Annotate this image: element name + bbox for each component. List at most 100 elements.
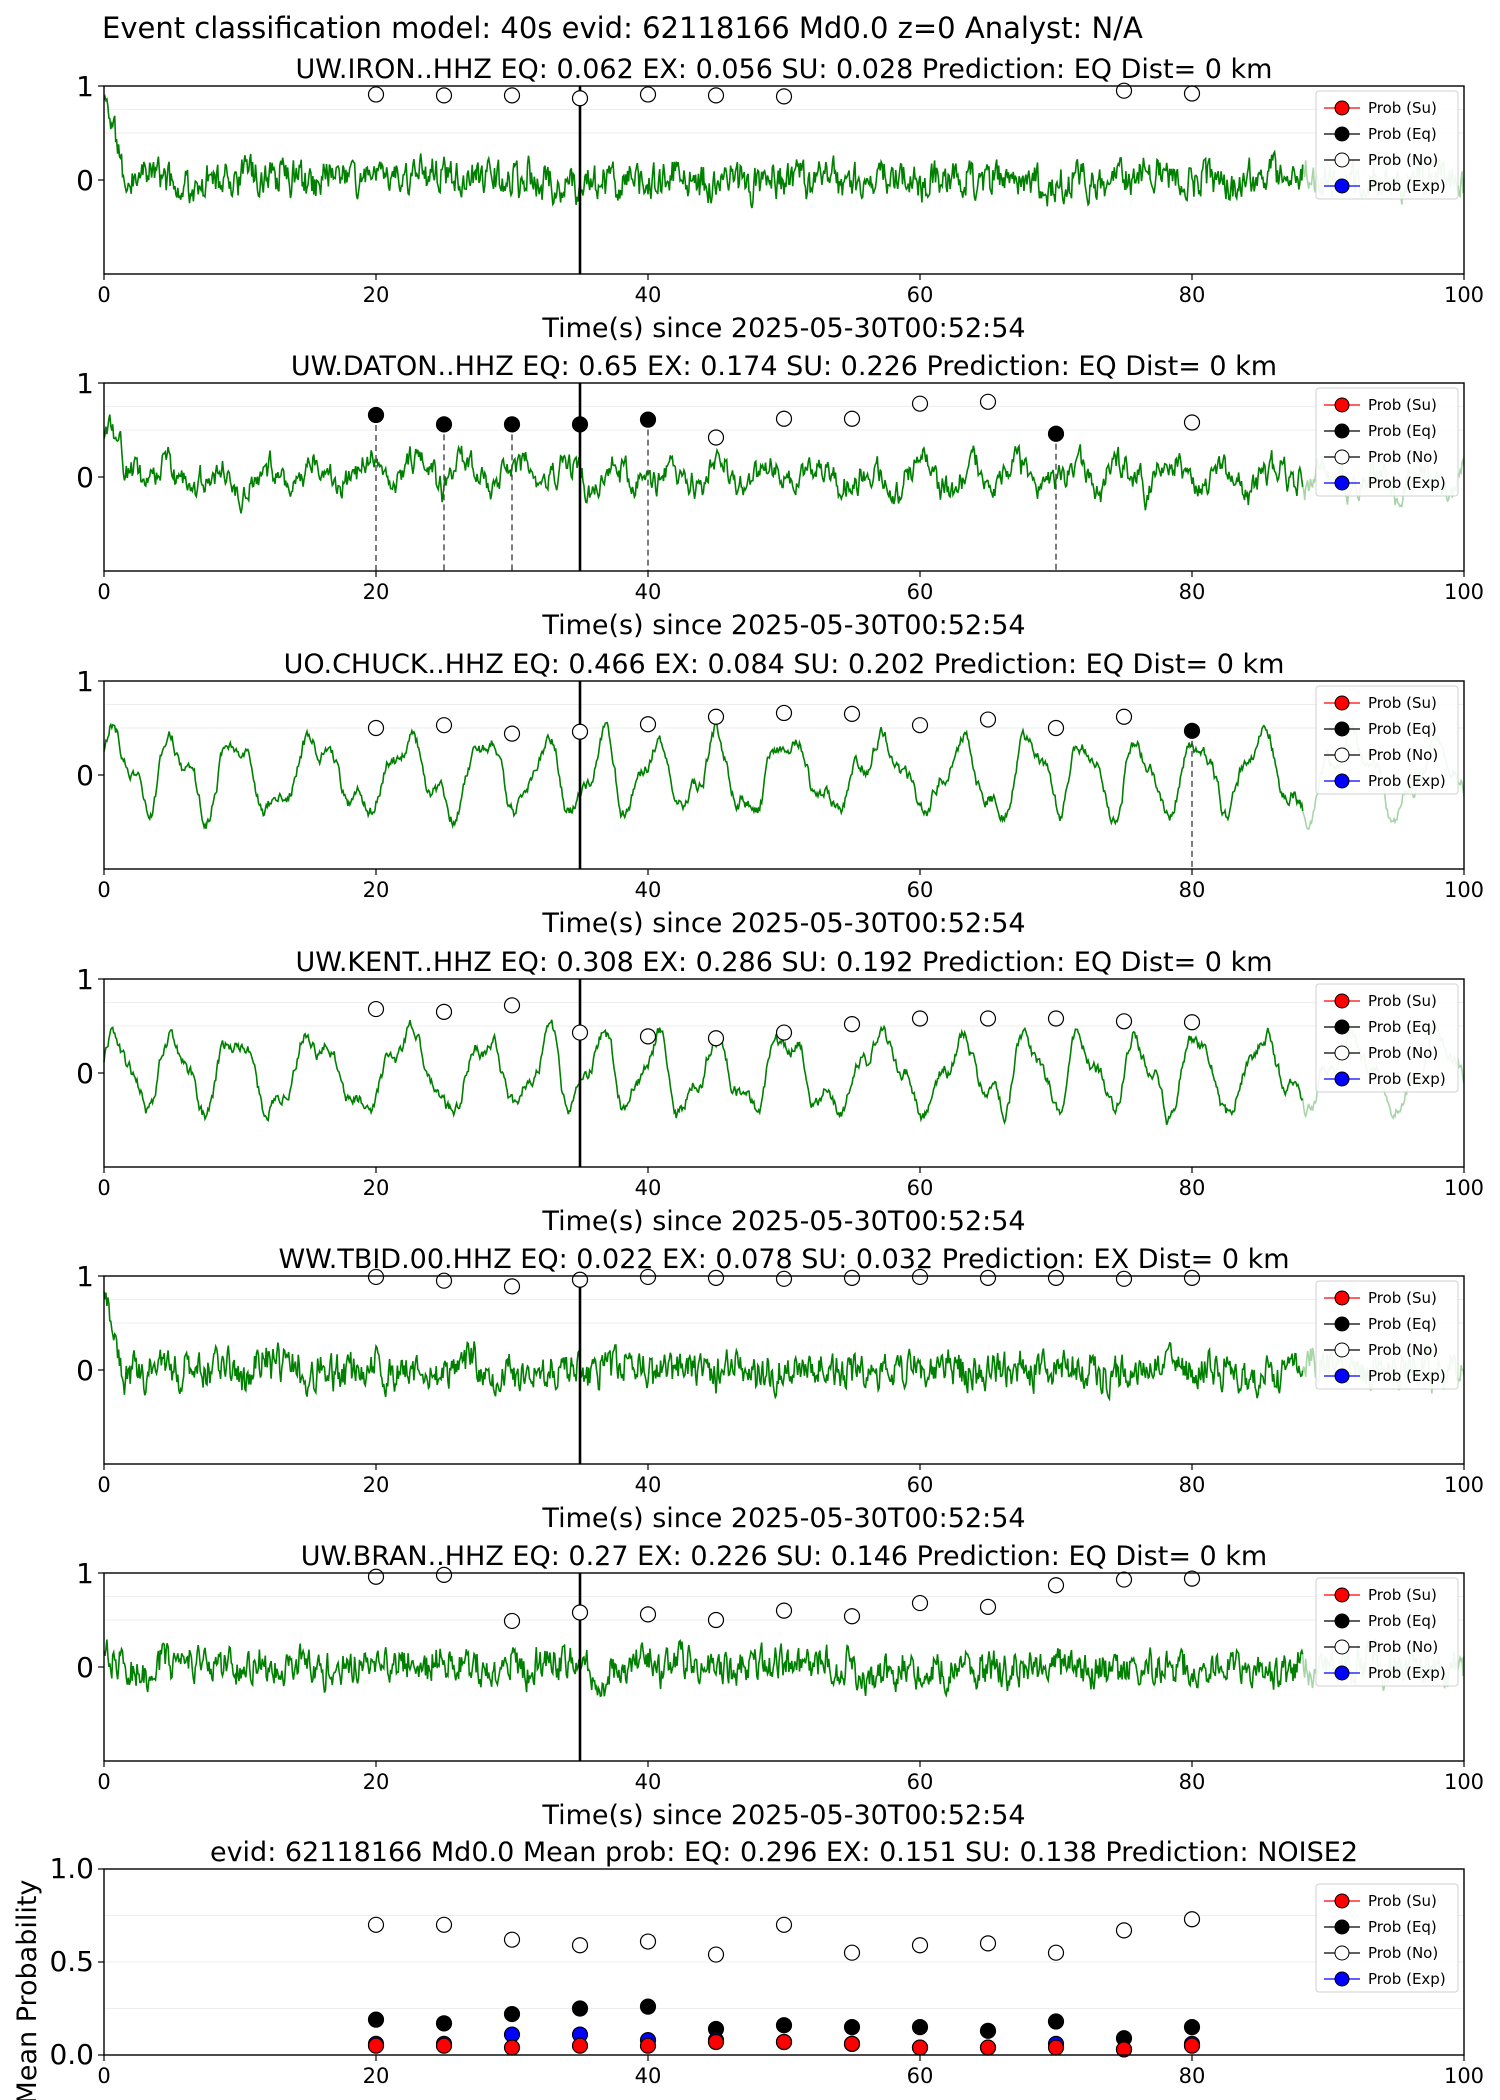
x-axis-label: Time(s) since 2025-05-30T00:52:54 [541, 1206, 1025, 1237]
x-tick-label: 100 [1444, 580, 1484, 604]
prob-point-no [979, 393, 997, 410]
y-tick-label: 1 [76, 70, 94, 103]
panel-title: WW.TBID.00.HHZ EQ: 0.022 EX: 0.078 SU: 0… [278, 1244, 1289, 1275]
prob-point-no [435, 87, 453, 104]
prob-point-su [639, 2037, 657, 2054]
prob-point-eq [435, 2015, 453, 2032]
legend-box [1315, 387, 1459, 497]
legend-marker [1334, 1071, 1350, 1087]
prob-point-eq [367, 2011, 385, 2028]
prob-point-no [843, 1608, 861, 1625]
prob-point-su [503, 2039, 521, 2056]
prob-point-eq [1047, 2013, 1065, 2030]
legend-marker [1334, 475, 1350, 491]
legend-marker [1334, 1945, 1350, 1961]
prob-point-no [639, 1268, 657, 1286]
chart-panel-1: UW.IRON..HHZ EQ: 0.062 EX: 0.056 SU: 0.0… [76, 54, 1484, 344]
legend-box [1315, 1577, 1459, 1687]
x-tick-label: 60 [907, 2064, 934, 2088]
prob-point-eq [367, 406, 385, 424]
x-tick-label: 80 [1179, 878, 1206, 902]
prob-point-no [1047, 1010, 1065, 1027]
legend-label: Prob (No) [1368, 1944, 1438, 1962]
panel-title: UO.CHUCK..HHZ EQ: 0.466 EX: 0.084 SU: 0.… [284, 649, 1285, 680]
x-tick-label: 0 [97, 283, 110, 307]
x-tick-label: 0 [97, 580, 110, 604]
legend-marker [1334, 1368, 1350, 1384]
prob-point-no [1115, 1922, 1133, 1939]
legend-marker [1334, 178, 1350, 194]
prob-point-eq [775, 2017, 793, 2034]
prob-point-no [435, 1272, 453, 1289]
x-tick-label: 60 [907, 1176, 934, 1200]
legend-label: Prob (Su) [1368, 1289, 1437, 1307]
legend-marker [1334, 100, 1350, 116]
y-axis-label: Mean Probability [12, 1880, 43, 2100]
waveform [103, 1019, 1304, 1126]
x-tick-label: 100 [1444, 1473, 1484, 1497]
prob-point-no [775, 1270, 793, 1287]
prob-point-no [639, 1028, 657, 1045]
prob-point-no [503, 1931, 521, 1948]
prob-point-no [1115, 82, 1133, 99]
legend-marker [1334, 397, 1350, 413]
prob-point-no [367, 1000, 385, 1018]
x-axis-label: Time(s) since 2025-05-30T00:52:54 [541, 1503, 1025, 1534]
prob-point-no [639, 1933, 657, 1950]
x-tick-label: 100 [1444, 2064, 1484, 2088]
prob-point-su [1047, 2039, 1065, 2056]
x-tick-label: 80 [1179, 1473, 1206, 1497]
x-tick-label: 0 [97, 2064, 110, 2088]
prob-point-no [979, 1010, 997, 1027]
prob-point-no [571, 723, 589, 740]
legend-label: Prob (Exp) [1368, 1367, 1446, 1385]
prob-point-no [435, 1566, 453, 1583]
waveform [103, 93, 1304, 209]
x-tick-label: 20 [363, 283, 390, 307]
x-axis-label: Time(s) since 2025-05-30T00:52:54 [541, 313, 1025, 344]
prob-point-eq [1183, 722, 1201, 739]
prob-point-no [979, 1598, 997, 1615]
prob-point-su [843, 2035, 861, 2052]
x-tick-label: 80 [1179, 1176, 1206, 1200]
x-tick-label: 60 [907, 1473, 934, 1497]
legend-marker [1334, 1613, 1350, 1629]
legend-label: Prob (Exp) [1368, 177, 1446, 195]
prob-point-su [1115, 2041, 1133, 2058]
panel-title: UW.BRAN..HHZ EQ: 0.27 EX: 0.226 SU: 0.14… [301, 1541, 1267, 1572]
legend-label: Prob (Exp) [1368, 1664, 1446, 1682]
chart-panel-5: WW.TBID.00.HHZ EQ: 0.022 EX: 0.078 SU: 0… [76, 1244, 1484, 1534]
legend-marker [1334, 1045, 1350, 1061]
x-tick-label: 80 [1179, 283, 1206, 307]
legend-label: Prob (Eq) [1368, 422, 1437, 440]
prob-point-no [503, 1278, 521, 1295]
prob-point-su [979, 2039, 997, 2056]
legend-marker [1334, 1290, 1350, 1306]
prob-point-no [1183, 1269, 1201, 1286]
panel-title: evid: 62118166 Md0.0 Mean prob: EQ: 0.29… [210, 1837, 1358, 1868]
legend-box [1315, 983, 1459, 1093]
legend-label: Prob (Exp) [1368, 1970, 1446, 1988]
legend-label: Prob (Exp) [1368, 772, 1446, 790]
prob-point-eq [911, 2018, 929, 2036]
prob-point-no [707, 1030, 725, 1047]
prob-point-no [1047, 719, 1065, 737]
legend-label: Prob (Su) [1368, 396, 1437, 414]
prob-point-no [707, 1946, 725, 1963]
legend-label: Prob (Su) [1368, 992, 1437, 1010]
x-tick-label: 20 [363, 1770, 390, 1794]
y-tick-label: 0 [76, 164, 94, 197]
chart-panel-6: UW.BRAN..HHZ EQ: 0.27 EX: 0.226 SU: 0.14… [76, 1541, 1484, 1831]
prob-point-no [843, 1269, 861, 1286]
legend-label: Prob (Eq) [1368, 1315, 1437, 1333]
legend-marker [1334, 1587, 1350, 1603]
prob-point-eq [503, 2005, 521, 2023]
x-tick-label: 40 [635, 2064, 662, 2088]
prob-point-no [1183, 1911, 1201, 1928]
legend-marker [1334, 126, 1350, 142]
prob-point-no [911, 717, 929, 734]
legend-marker [1334, 1316, 1350, 1332]
x-tick-label: 40 [635, 1770, 662, 1794]
x-tick-label: 100 [1444, 1176, 1484, 1200]
legend-label: Prob (Eq) [1368, 125, 1437, 143]
